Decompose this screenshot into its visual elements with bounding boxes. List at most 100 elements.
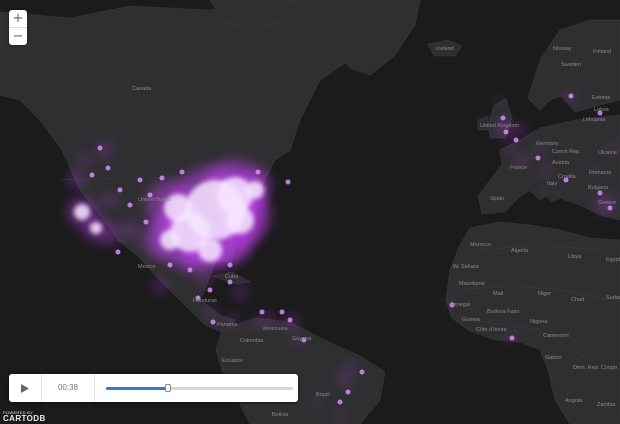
activity-glow	[122, 222, 138, 238]
activity-dot	[137, 177, 143, 183]
activity-dot	[568, 93, 574, 99]
map-label: Italy	[547, 181, 557, 187]
map-label: Canada	[132, 86, 152, 92]
map-label: Ukraine	[598, 150, 617, 156]
activity-dot	[359, 369, 365, 375]
activity-glow	[347, 361, 357, 371]
map-label: Germany	[536, 141, 559, 147]
activity-dot	[509, 335, 515, 341]
activity-glow	[292, 335, 302, 345]
map-label: Nigeria	[530, 319, 548, 325]
activity-dot	[127, 202, 133, 208]
activity-dot	[227, 279, 233, 285]
activity-glow	[505, 140, 515, 150]
activity-dot	[279, 309, 285, 315]
activity-glow	[68, 172, 84, 188]
map-label: Mali	[493, 291, 503, 297]
activity-dot	[255, 169, 261, 175]
activity-dot	[97, 145, 103, 151]
activity-dot	[287, 317, 293, 323]
map-label: Latvia	[594, 107, 610, 113]
activity-glow	[233, 285, 247, 299]
activity-dot	[513, 137, 519, 143]
map-label: Czech Rep.	[552, 149, 581, 155]
brand-text: CARTODB	[3, 414, 46, 423]
map-label: Egypt	[606, 257, 620, 263]
map-label: Morocco	[470, 242, 491, 248]
activity-glow	[100, 225, 120, 245]
map-label: Norway	[553, 46, 572, 52]
activity-core	[74, 204, 90, 220]
activity-dot	[597, 110, 603, 116]
activity-core	[164, 194, 192, 222]
zoom-in-button[interactable]: +	[9, 10, 27, 28]
timeline-thumb[interactable]	[164, 383, 171, 392]
activity-glow	[199, 274, 211, 286]
activity-glow	[516, 154, 528, 166]
torque-time-slider: 00:38	[9, 374, 298, 402]
map-label: Chad	[571, 297, 584, 303]
map-label: Ecuador	[222, 358, 243, 364]
map-label: Côte d'Ivoire	[476, 327, 507, 333]
map-label: Venezuela	[262, 326, 289, 332]
activity-dot	[259, 309, 265, 315]
map-label: Bulgaria	[588, 185, 609, 191]
activity-glow	[513, 124, 525, 136]
activity-glow	[226, 314, 238, 326]
activity-dot	[607, 205, 613, 211]
map-label: Iceland	[436, 46, 454, 52]
zoom-out-button[interactable]: −	[12, 29, 24, 44]
activity-dot	[179, 169, 185, 175]
map-label: Mauritania	[459, 281, 486, 287]
play-button[interactable]	[9, 374, 42, 402]
activity-glow	[250, 317, 260, 327]
activity-dot	[143, 219, 149, 225]
map-label: Cameroon	[543, 333, 569, 339]
activity-glow	[592, 113, 600, 121]
timeline-track[interactable]	[106, 383, 293, 392]
map-label: Finland	[593, 49, 611, 55]
activity-glow	[444, 301, 452, 309]
activity-dot	[535, 155, 541, 161]
cartodb-logo[interactable]: POWERED BY CARTODB	[3, 411, 46, 423]
activity-dot	[597, 190, 603, 196]
map-label: Sudan	[606, 295, 620, 301]
activity-dot	[207, 287, 213, 293]
activity-core	[170, 212, 210, 252]
activity-dot	[301, 337, 307, 343]
activity-dot	[210, 319, 216, 325]
map-label: Dem. Rep. Congo	[573, 365, 617, 371]
activity-dot	[105, 165, 111, 171]
activity-glow	[206, 306, 218, 318]
map-label: Brazil	[316, 392, 330, 398]
map-label: United States	[138, 197, 171, 203]
heatmap-points-layer	[68, 92, 617, 420]
activity-dot	[195, 295, 201, 301]
map-label: Gabon	[545, 355, 562, 361]
activity-core	[226, 206, 254, 234]
activity-glow	[335, 410, 345, 420]
activity-dot	[167, 262, 173, 268]
map-label: Senegal	[450, 302, 470, 308]
activity-dot	[285, 179, 291, 185]
activity-dot	[147, 192, 153, 198]
zoom-control: + −	[9, 10, 27, 45]
activity-glow	[591, 166, 599, 174]
country-labels-layer: Canada United States Mexico Cuba Honduras Pan…	[132, 46, 620, 418]
map-label: Cuba	[225, 274, 239, 280]
map-label: Panama	[217, 322, 238, 328]
map-label: Austria	[552, 160, 570, 166]
map-label: Angola	[565, 398, 583, 404]
map-label: Libya	[568, 254, 582, 260]
map-label: Honduras	[193, 298, 217, 304]
activity-glow	[79, 154, 91, 166]
activity-core	[246, 181, 264, 199]
activity-glow	[517, 327, 523, 333]
map-label: Zambia	[597, 402, 616, 408]
activity-glow	[103, 193, 117, 207]
map-label: Lithuania	[583, 117, 606, 123]
map-label: Greece	[598, 200, 616, 206]
activity-glow	[540, 165, 550, 175]
activity-dot	[449, 302, 455, 308]
